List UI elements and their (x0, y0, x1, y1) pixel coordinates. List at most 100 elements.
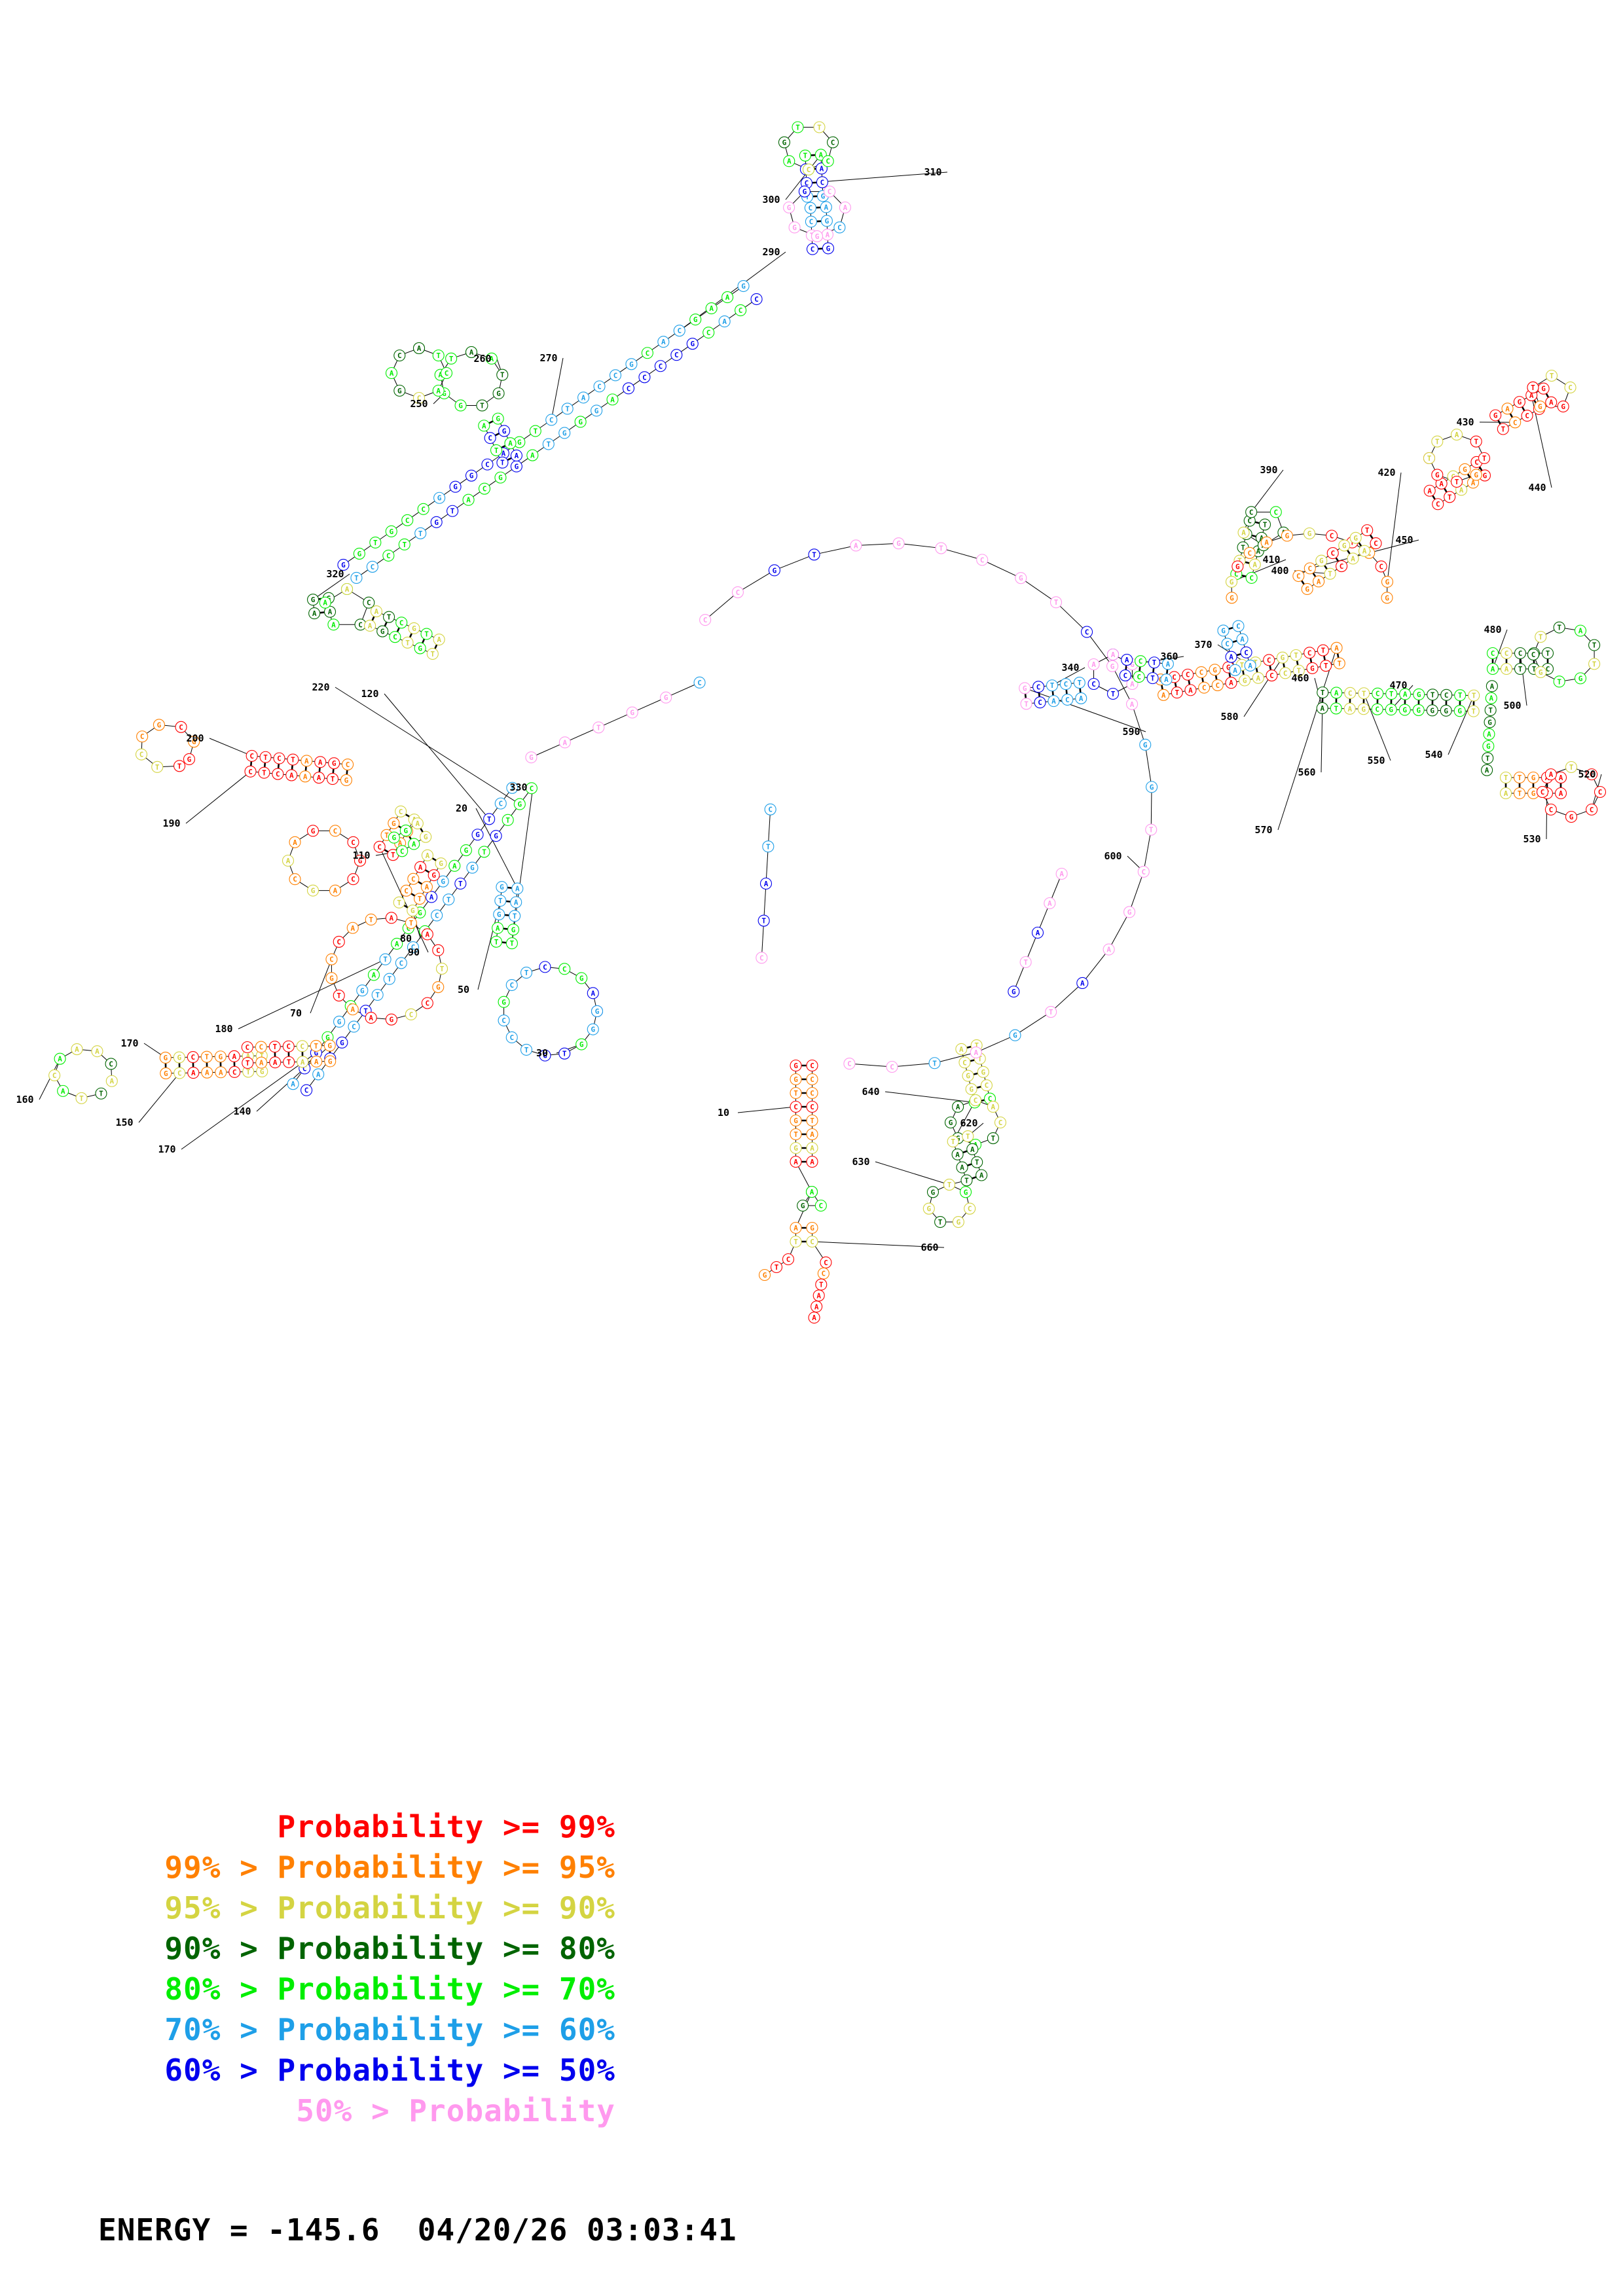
svg-text:C: C (1518, 649, 1523, 658)
nucleotide: C (1059, 678, 1072, 691)
nucleotide: A (54, 1052, 66, 1065)
svg-text:C: C (177, 1069, 182, 1078)
svg-text:T: T (246, 1059, 250, 1067)
nucleotide: G (306, 884, 319, 897)
svg-text:G: G (1402, 706, 1407, 715)
nucleotide: G (498, 425, 511, 437)
nucleotide: A (421, 849, 433, 861)
svg-text:A: A (1229, 653, 1233, 662)
position-label: 470 (1389, 679, 1407, 691)
nucleotide: C (325, 953, 338, 965)
svg-text:G: G (1012, 988, 1016, 996)
nucleotide: C (1195, 666, 1207, 679)
nucleotide: T (1565, 761, 1578, 774)
svg-text:A: A (1091, 660, 1096, 669)
svg-text:A: A (374, 607, 379, 616)
svg-text:C: C (1249, 574, 1254, 583)
nucleotide: G (388, 817, 400, 829)
nucleotide: G (1537, 382, 1550, 395)
nucleotide: T (757, 914, 770, 927)
nucleotide: T (1514, 662, 1527, 675)
svg-text:T: T (1240, 661, 1245, 670)
svg-text:A: A (793, 1224, 798, 1232)
nucleotide: G (952, 1215, 964, 1229)
svg-text:A: A (816, 1291, 821, 1300)
svg-text:C: C (397, 351, 402, 360)
nucleotide: G (1381, 575, 1394, 588)
nucleotide: T (987, 1132, 999, 1145)
nucleotide: G (1106, 660, 1119, 672)
svg-text:G: G (562, 429, 567, 437)
svg-text:G: G (325, 1033, 330, 1042)
nucleotide: C (187, 1051, 199, 1064)
svg-text:G: G (436, 983, 441, 992)
svg-text:A: A (1334, 644, 1339, 653)
svg-text:G: G (327, 1041, 332, 1050)
svg-text:T: T (1337, 659, 1341, 668)
svg-text:A: A (425, 883, 429, 891)
svg-text:G: G (1310, 664, 1315, 673)
svg-text:G: G (1487, 718, 1492, 726)
svg-text:A: A (293, 838, 297, 847)
nucleotide: G (173, 1051, 185, 1064)
position-label: 530 (1523, 833, 1541, 845)
svg-text:G: G (498, 474, 503, 482)
nucleotide: A (1161, 658, 1174, 670)
nucleotide: A (287, 1078, 299, 1090)
svg-text:T: T (1321, 689, 1325, 697)
svg-text:G: G (1417, 691, 1421, 699)
nucleotide: C (272, 768, 284, 780)
svg-text:T: T (375, 991, 380, 999)
svg-text:G: G (1486, 742, 1491, 751)
position-label: 80 (400, 933, 412, 944)
svg-text:G: G (543, 1052, 547, 1060)
svg-text:C: C (367, 599, 371, 607)
svg-text:A: A (1036, 929, 1040, 937)
nucleotide: G (437, 875, 449, 888)
svg-text:A: A (1362, 547, 1367, 556)
svg-text:A: A (1164, 675, 1169, 684)
svg-text:G: G (187, 755, 192, 764)
svg-text:A: A (205, 1069, 210, 1077)
svg-text:A: A (469, 348, 474, 357)
svg-text:C: C (1244, 649, 1249, 657)
nucleotide: T (1553, 621, 1565, 634)
svg-text:A: A (1487, 730, 1491, 739)
svg-text:C: C (968, 1205, 972, 1213)
svg-text:C: C (409, 1011, 414, 1019)
svg-text:T: T (1557, 624, 1561, 632)
svg-text:G: G (358, 857, 363, 865)
nucleotide: T (1470, 435, 1482, 448)
nucleotide: C (1527, 648, 1540, 661)
nucleotide: T (1146, 672, 1159, 685)
svg-text:G: G (931, 1188, 936, 1196)
nucleotide: T (1320, 660, 1332, 672)
svg-text:T: T (354, 574, 359, 583)
position-label: 120 (361, 688, 378, 700)
nucleotide: C (1137, 865, 1150, 878)
nucleotide: G (790, 1114, 802, 1127)
nucleotide: C (173, 1067, 186, 1079)
nucleotide: T (1290, 649, 1302, 662)
svg-text:C: C (371, 563, 375, 571)
svg-text:T: T (524, 1046, 529, 1054)
svg-text:A: A (1051, 697, 1056, 706)
svg-text:T: T (505, 816, 510, 825)
svg-text:G: G (815, 232, 820, 241)
svg-text:G: G (337, 1018, 342, 1026)
nucleotide: G (811, 230, 824, 243)
svg-text:C: C (426, 999, 430, 1008)
svg-text:T: T (384, 831, 389, 840)
svg-text:T: T (1149, 826, 1154, 834)
svg-text:G: G (1483, 471, 1487, 480)
nucleotide: A (1055, 867, 1068, 880)
svg-text:C: C (179, 723, 183, 732)
nucleotide: C (282, 1040, 295, 1052)
nucleotide: G (376, 625, 389, 637)
svg-text:A: A (810, 1144, 814, 1153)
nucleotide: T (310, 1039, 322, 1052)
nucleotide: C (806, 1073, 818, 1086)
nucleotide: C (826, 136, 839, 149)
svg-text:C: C (530, 784, 534, 793)
position-label: 170 (158, 1143, 175, 1155)
